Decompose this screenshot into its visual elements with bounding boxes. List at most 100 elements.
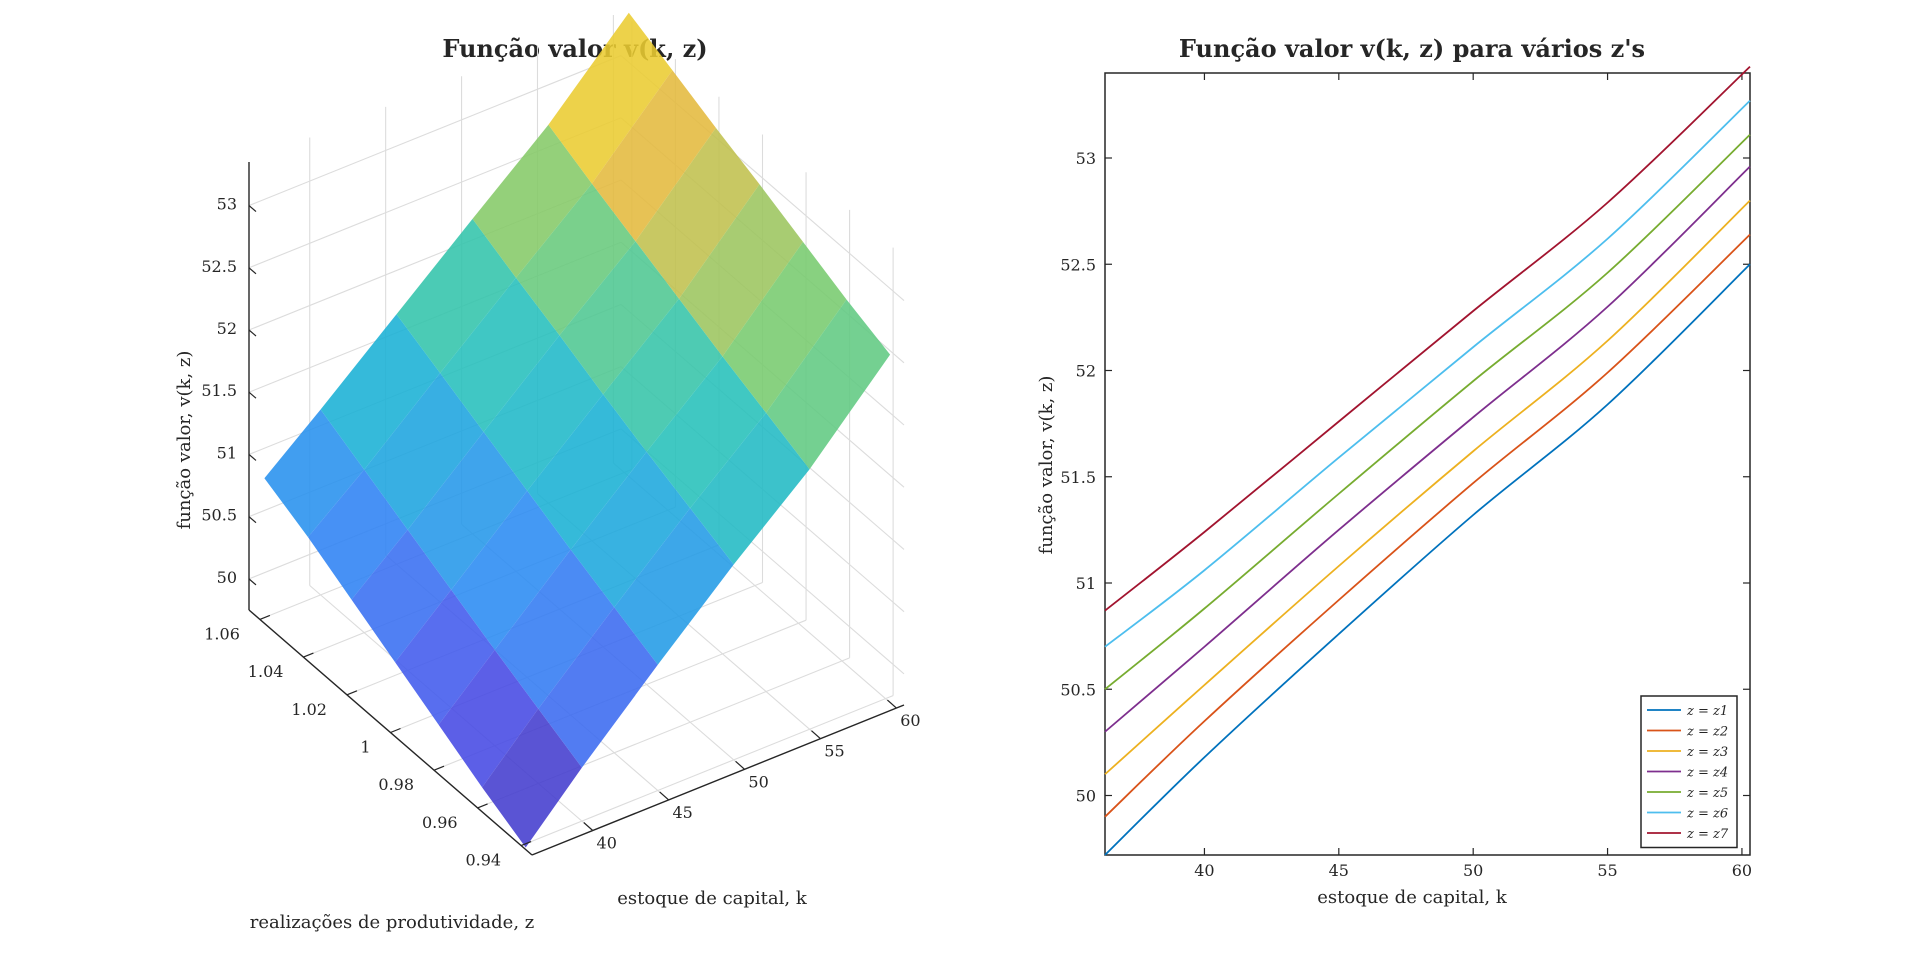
series-line-3 [1104,199,1751,775]
surface-patch [548,12,673,184]
surface-patch [396,218,516,373]
surface-patch [451,490,571,650]
legend-entry-1: z = z1 [1686,704,1728,719]
y-tick-label: 51.5 [1060,468,1096,487]
legend: z = z1 z = z2 z = z3 z = z4 z = z5 z = z6 z = … [1640,695,1738,849]
v-tick-mark [248,391,257,399]
line-chart-title: Função valor v(k, z) para vários z's [1179,34,1645,63]
surface-patch [320,314,441,470]
surface-patch [395,589,495,725]
v-tick-label: 53 [217,195,237,214]
k-tick-label: 55 [824,742,844,761]
k-axis-line [531,704,905,856]
z-tick-mark [477,803,488,809]
k-tick-mark [887,699,897,709]
line-xlabel: estoque de capital, k [1317,887,1508,908]
k-tick-label: 50 [748,772,768,791]
y-tick-label: 50.5 [1060,680,1096,699]
surface-patch [603,298,723,452]
x-tick-label: 45 [1329,861,1349,880]
z-tick-mark [433,765,445,771]
surface-patch [440,277,560,432]
line-ylabel: função valor, v(k, z) [1036,376,1057,555]
z-tick-mark [303,652,314,658]
legend-entry-6: z = z6 [1686,807,1728,822]
v-tick-mark [248,516,257,524]
z-tick-label: 0.94 [465,851,501,870]
line-chart: Função valor v(k, z) para vários z's 40 4… [1036,34,1752,908]
surface-chart-title: Função valor v(k, z) [442,34,707,63]
surface-patch [538,607,658,768]
k-tick-mark [735,760,745,770]
wall-grid-line [248,55,622,207]
surface-patch [690,412,810,565]
surface-patch [438,649,539,788]
y-tick-label: 52 [1076,362,1096,381]
z-tick-mark [259,614,271,620]
legend-entry-3: z = z3 [1686,745,1728,760]
v-tick-label: 51 [217,443,237,462]
surface-patch [516,183,636,336]
series-line-5 [1104,133,1751,690]
surface-axes: 40 45 50 55 60 0.94 0.96 0.98 1 1.02 1.04 1.06 50 50.… [201,162,921,870]
surface-patches [264,12,891,848]
v-tick-label: 52 [217,319,237,338]
v-tick-mark [248,578,257,586]
z-tick-label: 1.02 [291,700,327,719]
surface-patch [351,529,452,663]
floor-grid-line [520,695,894,847]
surface-patch [722,241,847,413]
v-tick-mark [248,453,257,461]
x-tick-label: 40 [1194,861,1214,880]
z-tick-mark [520,841,532,847]
k-tick-mark [659,791,670,801]
surface-patch [364,373,484,530]
series-line-4 [1104,165,1751,733]
v-tick-label: 52.5 [201,257,237,276]
z-tick-label: 1.04 [248,662,284,681]
surface-patch [483,335,604,491]
y-tick-label: 51 [1076,574,1096,593]
surface-chart: Função valor v(k, z) 40 45 50 55 60 0.94 0.96 0… [174,12,921,933]
z-tick-label: 1.06 [204,624,240,643]
surface-patch [472,124,592,278]
v-tick-mark [248,329,257,337]
surface-patch [766,299,891,470]
surface-patch [679,184,803,357]
surface-patch [635,127,760,299]
legend-entry-4: z = z4 [1686,766,1728,781]
k-tick-mark [811,730,821,740]
y-tick-label: 50 [1076,787,1096,806]
series-line-7 [1104,65,1751,612]
v-tick-label: 51.5 [201,381,237,400]
surface-patch [570,451,691,608]
z-tick-label: 0.98 [378,775,414,794]
z-tick-mark [346,690,358,696]
surface-patch [614,508,734,665]
surface-patch [264,409,365,538]
v-tick-mark [248,205,257,213]
surface-ylabel: realizações de produtividade, z [250,912,535,933]
surface-zlabel: função valor, v(k, z) [174,351,195,530]
k-tick-label: 40 [597,834,617,853]
z-tick-label: 1 [360,738,370,757]
legend-entry-5: z = z5 [1686,786,1728,801]
x-tick-label: 60 [1732,861,1752,880]
v-tick-label: 50.5 [201,506,237,525]
k-tick-label: 60 [900,711,920,730]
k-tick-mark [583,822,594,831]
v-tick-mark [248,267,257,275]
x-tick-label: 50 [1463,861,1483,880]
legend-entry-7: z = z7 [1686,827,1729,842]
surface-patch [646,356,767,509]
k-tick-label: 45 [672,803,692,822]
series-line-2 [1104,233,1751,818]
surface-patch [527,394,647,550]
series-line-1 [1104,263,1751,856]
surface-patch [494,549,615,709]
surface-patch [591,70,716,242]
y-tick-label: 53 [1076,149,1096,168]
x-tick-label: 55 [1597,861,1617,880]
legend-entry-2: z = z2 [1686,725,1728,740]
